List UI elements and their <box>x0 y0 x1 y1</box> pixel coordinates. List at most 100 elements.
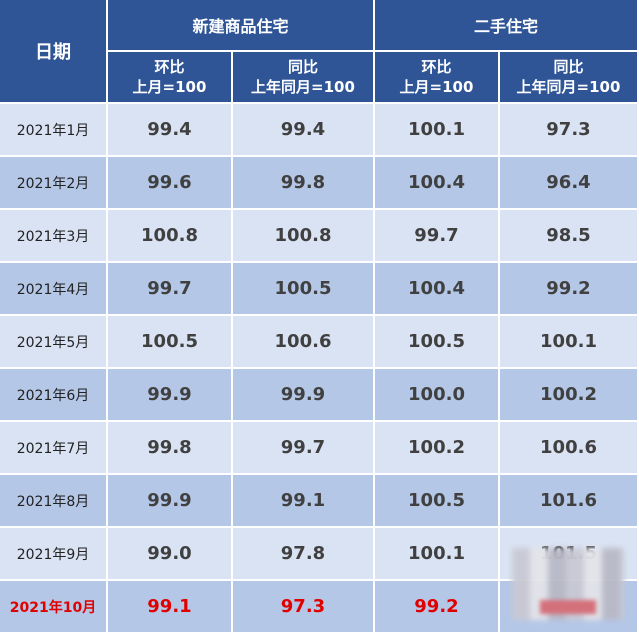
cell-text: 99.9 <box>280 384 326 405</box>
date-cell: 2021年8月 <box>0 475 108 528</box>
value-cell: 100.5 <box>375 316 500 369</box>
value-cell: 97.3 <box>233 581 375 634</box>
value-cell: 100.2 <box>375 422 500 475</box>
value-cell: 99.0 <box>108 528 233 581</box>
cell-text: 100.2 <box>408 437 465 458</box>
cell-text: 100.8 <box>274 225 332 246</box>
cell-text: 101.6 <box>540 490 597 511</box>
date-cell: 2021年6月 <box>0 369 108 422</box>
value-cell: 100.0 <box>375 369 500 422</box>
cell-text: 100.6 <box>540 437 597 458</box>
value-cell: 99.2 <box>375 581 500 634</box>
header-text: 二手住宅 <box>473 17 538 36</box>
value-cell: 100.4 <box>375 263 500 316</box>
date-header: 日期 <box>0 0 108 104</box>
cell-text: 100.2 <box>540 384 597 405</box>
cell-text: 2021年3月 <box>16 228 90 245</box>
cell-text: 100.5 <box>141 331 198 352</box>
cell-text: 2021年7月 <box>16 440 90 457</box>
date-cell: 2021年10月 <box>0 581 108 634</box>
cell-text: 100.5 <box>408 331 465 352</box>
value-cell: 101.6 <box>500 475 639 528</box>
cell-text: 100.4 <box>408 172 465 193</box>
cell-text: 96.4 <box>546 172 591 193</box>
value-cell: 100.1 <box>375 528 500 581</box>
date-cell: 2021年9月 <box>0 528 108 581</box>
value-cell: 100.4 <box>375 157 500 210</box>
cell-text: 99.6 <box>147 172 192 193</box>
value-cell: 100.5 <box>108 316 233 369</box>
cell-text: 2021年8月 <box>16 493 90 510</box>
cell-text: 2021年9月 <box>16 546 90 563</box>
cell-text: 99.2 <box>414 596 459 617</box>
cell-text: 100.5 <box>274 278 332 299</box>
cell-text: 99.8 <box>147 437 192 458</box>
value-cell: 99.7 <box>108 263 233 316</box>
value-cell: 99.2 <box>500 263 639 316</box>
value-cell: 99.4 <box>233 104 375 157</box>
cell-text: 2021年10月 <box>9 599 97 616</box>
header-text: 环比 <box>154 58 185 76</box>
group-header: 新建商品住宅 <box>108 0 375 52</box>
cell-text: 99.7 <box>147 278 192 299</box>
value-cell: 100.2 <box>500 369 639 422</box>
cell-text: 100.1 <box>540 331 597 352</box>
header-text: 上年同月=100 <box>516 78 621 96</box>
value-cell: 99.6 <box>108 157 233 210</box>
cell-text: 99.2 <box>546 278 591 299</box>
value-cell: 99.7 <box>233 422 375 475</box>
value-cell: 100.1 <box>375 104 500 157</box>
header-text: 新建商品住宅 <box>192 17 289 36</box>
cell-text: 2021年2月 <box>16 175 90 192</box>
header-text: 上月=100 <box>132 78 207 96</box>
value-cell: 99.4 <box>108 104 233 157</box>
value-cell: 100.5 <box>375 475 500 528</box>
header-text: 环比 <box>421 58 452 76</box>
cell-text: 2021年4月 <box>16 281 90 298</box>
value-cell: 99.7 <box>375 210 500 263</box>
cell-text: 2021年5月 <box>16 334 90 351</box>
date-cell: 2021年2月 <box>0 157 108 210</box>
cell-text: 99.4 <box>147 119 192 140</box>
header-text: 上年同月=100 <box>251 78 355 96</box>
cell-text: 100.8 <box>141 225 198 246</box>
cell-text: 99.8 <box>280 172 326 193</box>
group-header: 二手住宅 <box>375 0 639 52</box>
value-cell: 99.9 <box>108 369 233 422</box>
sub-header: 环比 上月=100 <box>375 52 500 104</box>
value-cell: 98.5 <box>500 210 639 263</box>
cell-text: 100.4 <box>408 278 465 299</box>
cell-text: 100.5 <box>408 490 465 511</box>
value-cell: 100.6 <box>500 422 639 475</box>
header-text: 日期 <box>35 42 71 63</box>
value-cell: 99.9 <box>233 369 375 422</box>
sub-header: 环比上月=100 <box>108 52 233 104</box>
cell-text: 99.0 <box>147 543 192 564</box>
value-cell: 100.8 <box>108 210 233 263</box>
cell-text: 2021年6月 <box>16 387 90 404</box>
value-cell: 99.8 <box>108 422 233 475</box>
value-cell: 99.9 <box>108 475 233 528</box>
value-cell: 100.1 <box>500 316 639 369</box>
date-cell: 2021年5月 <box>0 316 108 369</box>
value-cell: 97.8 <box>233 528 375 581</box>
value-cell: 99.1 <box>233 475 375 528</box>
cell-text: 2021年1月 <box>16 122 90 139</box>
value-cell: 97.3 <box>500 104 639 157</box>
header-text: 同比 <box>287 58 318 76</box>
cell-text: 97.3 <box>546 119 591 140</box>
cell-text: 100.1 <box>408 119 465 140</box>
cell-text: 100.0 <box>408 384 465 405</box>
cell-text: 99.9 <box>147 490 192 511</box>
cell-text: 99.1 <box>147 596 192 617</box>
cell-text: 98.5 <box>546 225 591 246</box>
cell-text: 99.9 <box>147 384 192 405</box>
sub-header: 同比 上年同月=100 <box>500 52 639 104</box>
cell-text: 100.6 <box>274 331 332 352</box>
value-cell: 96.4 <box>500 157 639 210</box>
value-cell: 99.8 <box>233 157 375 210</box>
cell-text: 97.3 <box>280 596 326 617</box>
value-cell: 100.6 <box>233 316 375 369</box>
cell-text: 100.1 <box>408 543 465 564</box>
